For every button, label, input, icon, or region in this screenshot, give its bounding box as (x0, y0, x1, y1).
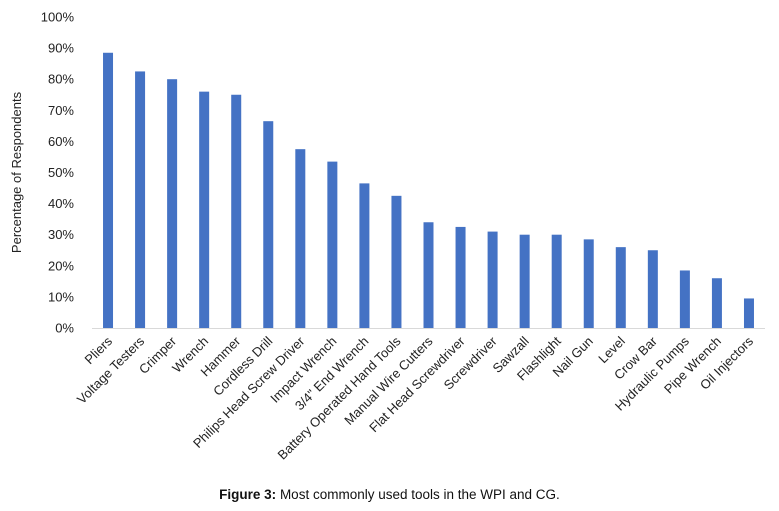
y-tick-label: 80% (48, 72, 74, 87)
bar (551, 234, 562, 328)
bar (487, 231, 498, 328)
y-axis-ticks: 0% 10% 20% 30% 40% 50% 60% 70% 80% 90% 100% (41, 10, 75, 336)
bar (455, 226, 466, 328)
bar (679, 270, 690, 328)
y-tick-label: 90% (48, 41, 74, 56)
y-tick-label: 70% (48, 103, 74, 118)
y-tick-label: 30% (48, 227, 74, 242)
caption-label: Figure 3: (219, 487, 277, 502)
bar (231, 94, 242, 328)
chart-svg: 0% 10% 20% 30% 40% 50% 60% 70% 80% 90% 100% Pliers… (9, 10, 765, 463)
y-tick-label: 10% (48, 289, 74, 304)
bar (391, 195, 402, 328)
y-tick-label: 100% (41, 10, 75, 25)
bar (583, 239, 594, 328)
y-tick-label: 0% (55, 321, 74, 336)
bar (711, 278, 722, 328)
y-tick-label: 60% (48, 134, 74, 149)
bar (103, 52, 114, 328)
caption-text: Most commonly used tools in the WPI and … (276, 487, 560, 502)
bar (423, 222, 434, 328)
bar (519, 234, 530, 328)
bar (327, 161, 338, 328)
bar (647, 250, 658, 328)
bar (359, 183, 370, 328)
y-tick-label: 40% (48, 196, 74, 211)
bar (295, 149, 306, 328)
bar (135, 71, 146, 329)
bars (103, 52, 754, 329)
bar (263, 121, 274, 328)
y-axis-title: Percentage of Respondents (9, 91, 24, 253)
bar (167, 79, 178, 328)
bar-chart: 0% 10% 20% 30% 40% 50% 60% 70% 80% 90% 100% Pliers… (9, 10, 765, 463)
bar (743, 298, 754, 328)
y-tick-label: 20% (48, 258, 74, 273)
figure-caption: Figure 3: Most commonly used tools in th… (0, 487, 779, 502)
y-tick-label: 50% (48, 165, 74, 180)
bar (615, 247, 626, 328)
bar (199, 91, 210, 328)
